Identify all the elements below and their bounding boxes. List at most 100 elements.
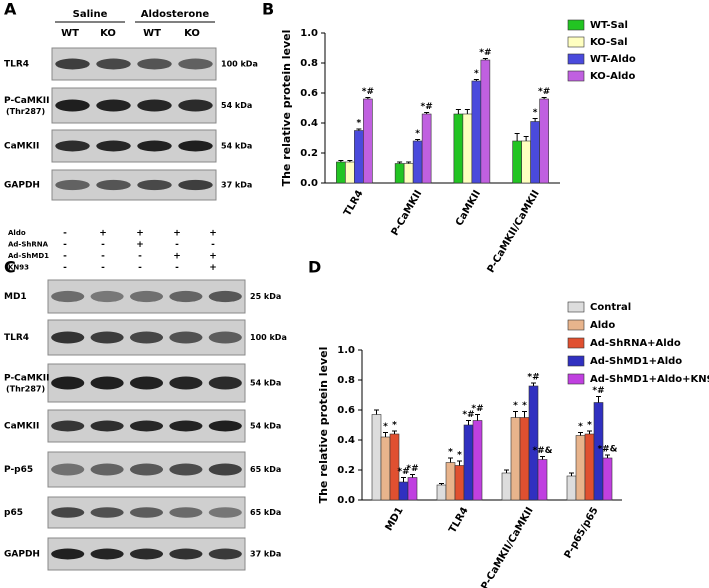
annotation: *# <box>397 467 409 477</box>
row-label-sub: (Thr287) <box>6 385 45 394</box>
row-label: CaMKII <box>4 422 39 432</box>
blot-band <box>178 99 213 112</box>
treatment-mark: - <box>101 263 105 273</box>
x-tick-label: P-p65/p65 <box>563 505 601 560</box>
bar <box>512 140 522 184</box>
error-bar <box>482 58 488 60</box>
blot-band <box>169 507 203 518</box>
blot-band <box>51 376 85 390</box>
annotation: *#& <box>597 445 617 455</box>
bar <box>336 161 346 184</box>
error-bar <box>531 382 536 386</box>
error-bar <box>406 161 412 164</box>
blot-band <box>55 140 90 152</box>
size-label: 54 kDa <box>250 379 281 388</box>
row-label: CaMKII <box>4 142 39 152</box>
bar <box>421 113 432 184</box>
blot-band <box>51 420 85 432</box>
y-tick-label: 1.0 <box>300 28 318 39</box>
legend-swatch <box>567 337 585 349</box>
treatment-mark: - <box>63 263 67 273</box>
error-bar <box>374 409 379 415</box>
size-label: 54 kDa <box>221 142 252 151</box>
treatment-label: Ad-ShMD1 <box>8 252 49 260</box>
row-label: P-CaMKII <box>4 96 49 106</box>
bar <box>480 59 491 184</box>
blot-band <box>96 99 131 112</box>
annotation: * <box>474 69 479 79</box>
annotation: * <box>522 401 527 411</box>
bar <box>454 465 465 501</box>
y-tick-label: 0.0 <box>337 495 355 506</box>
bar <box>519 417 530 501</box>
size-label: 37 kDa <box>221 181 252 190</box>
bar <box>471 80 482 184</box>
blot-band <box>137 99 172 112</box>
y-tick-label: 0.6 <box>300 88 318 99</box>
x-tick-label: CaMKII <box>454 189 483 228</box>
panel-letter: C <box>4 258 16 277</box>
row-label: MD1 <box>4 292 27 302</box>
row-label: P-p65 <box>4 465 33 475</box>
annotation: * <box>448 448 453 458</box>
size-label: 25 kDa <box>250 292 281 301</box>
treatment-mark: + <box>209 252 217 262</box>
group-label: Aldosterone <box>141 9 210 20</box>
legend-swatch <box>567 19 585 31</box>
treatment-label: Ad-ShRNA <box>8 241 49 249</box>
legend-label: Ad-ShMD1+Aldo <box>590 356 682 367</box>
size-label: 100 kDa <box>250 333 287 342</box>
blot-band <box>90 548 124 560</box>
blot-band <box>55 99 90 112</box>
x-tick-label: TLR4 <box>342 188 365 218</box>
bar <box>566 475 577 501</box>
error-bar <box>504 469 509 473</box>
bar <box>394 163 405 184</box>
treatment-mark: - <box>63 252 67 262</box>
error-bar <box>541 97 547 99</box>
treatment-mark: - <box>175 263 179 273</box>
blot-band <box>137 179 172 191</box>
blot-band <box>90 331 124 344</box>
blot-band <box>129 463 164 476</box>
treatment-mark: + <box>173 229 181 239</box>
error-bar <box>473 79 479 81</box>
blot-band <box>178 140 213 152</box>
x-tick-label: P-CaMKII/CaMKII <box>479 506 535 588</box>
x-tick-label: P-CaMKII/CaMKII <box>486 189 542 275</box>
legend-label: Ad-ShRNA+Aldo <box>590 338 681 349</box>
error-bar <box>347 160 353 162</box>
panel-letter: B <box>262 0 274 19</box>
blot-band <box>169 376 203 390</box>
blot-band <box>208 463 242 476</box>
error-bar <box>424 112 430 114</box>
bar <box>412 140 423 184</box>
blot-band <box>129 420 164 432</box>
blot-band <box>129 507 164 518</box>
error-bar <box>397 161 403 164</box>
annotation: *# <box>362 87 374 97</box>
blot-band <box>129 548 164 560</box>
legend-label: WT-Sal <box>590 20 628 31</box>
error-bar <box>356 128 362 131</box>
blot-band <box>90 507 124 518</box>
y-axis-label: The relative protein level <box>317 347 330 504</box>
annotation: * <box>392 421 397 431</box>
treatment-label: Aldo <box>8 229 26 237</box>
x-tick-label: P-CaMKII <box>390 189 425 238</box>
treatment-mark: + <box>136 240 144 250</box>
blot-band <box>96 179 131 191</box>
panel-letter: A <box>4 0 17 19</box>
annotation: * <box>383 422 388 432</box>
size-label: 37 kDa <box>250 550 281 559</box>
blot-band <box>169 290 203 303</box>
annotation: *# <box>592 386 604 396</box>
error-bar <box>448 457 453 463</box>
x-tick-label: TLR4 <box>447 505 470 535</box>
y-tick-label: 0.6 <box>337 405 355 416</box>
treatment-label: KN93 <box>8 264 29 272</box>
error-bar <box>596 396 601 403</box>
legend-label: WT-Aldo <box>590 54 636 65</box>
x-tick-label: MD1 <box>384 505 406 532</box>
